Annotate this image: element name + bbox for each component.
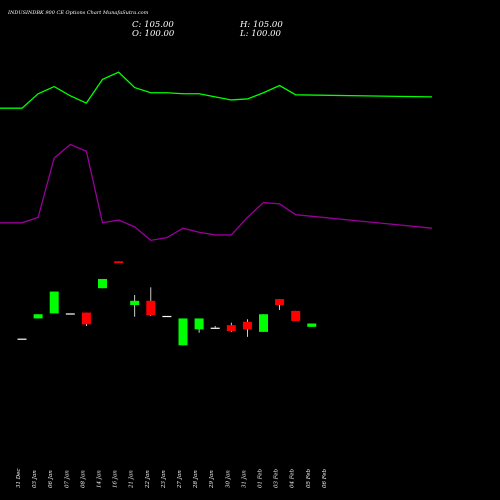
candle-body <box>259 314 268 332</box>
x-tick-label: 23 Jan <box>161 470 167 489</box>
candle-body <box>49 291 59 314</box>
candle <box>242 319 252 337</box>
candle-body <box>275 299 285 305</box>
candle-body <box>146 300 156 316</box>
x-tick-label: 03 Jan <box>32 470 38 488</box>
x-tick-label: 28 Jan <box>193 470 199 489</box>
x-tick-label: 27 Jan <box>177 470 183 489</box>
high-readout: H: 105.00 <box>240 20 283 30</box>
candle-body <box>130 300 140 305</box>
candle-body <box>162 315 172 318</box>
x-tick-label: 21 Jan <box>129 470 135 489</box>
candle <box>114 261 124 263</box>
x-tick-label: 01 Feb <box>258 468 264 488</box>
candle-body <box>226 325 236 332</box>
x-tick-label: 16 Jan <box>113 470 119 488</box>
candle-body <box>242 321 252 330</box>
candle <box>49 291 59 314</box>
candle <box>291 310 301 321</box>
x-tick-label: 04 Feb <box>290 468 296 488</box>
x-tick-label: 06 Feb <box>322 468 328 488</box>
candle <box>226 322 236 332</box>
magenta-indicator-line <box>0 143 433 242</box>
chart-title: INDUSINDBK 900 CE Options Chart MunafaSu… <box>8 10 149 16</box>
x-axis-labels: 31 Dec 03 Jan 06 Jan 07 Jan 08 Jan 14 Jan 16 J… <box>16 468 328 489</box>
candle <box>98 278 107 289</box>
candle <box>307 323 317 327</box>
x-tick-label: 31 Jan <box>241 470 247 488</box>
x-tick-label: 08 Jan <box>80 470 86 488</box>
open-value: 100.00 <box>144 29 175 39</box>
x-tick-label: 06 Jan <box>48 470 54 488</box>
candle <box>17 338 27 340</box>
candle <box>162 315 172 318</box>
candle <box>81 312 91 326</box>
candle-body <box>81 312 91 325</box>
close-label: C: <box>132 20 142 30</box>
open-readout: O: 100.00 <box>132 29 174 39</box>
candle <box>259 314 268 332</box>
x-tick-label: 07 Jan <box>64 470 70 488</box>
low-value: 100.00 <box>251 29 281 39</box>
x-tick-label: 03 Feb <box>274 468 280 488</box>
candle <box>194 318 204 333</box>
low-readout: L: 100.00 <box>240 29 281 39</box>
x-tick-label: 29 Jan <box>209 470 215 489</box>
candle-body <box>98 278 107 289</box>
candle-body <box>291 310 301 321</box>
candle <box>210 326 220 329</box>
close-readout: C: 105.00 <box>132 20 174 30</box>
candle <box>275 299 285 311</box>
x-tick-label: 05 Feb <box>306 468 312 488</box>
candle-body <box>65 313 75 315</box>
candle-body <box>33 314 43 319</box>
high-value: 105.00 <box>252 20 283 30</box>
low-label: L: <box>240 29 249 39</box>
x-tick-label: 22 Jan <box>145 470 151 489</box>
candle <box>33 314 43 319</box>
green-indicator-line <box>0 71 433 109</box>
candlesticks <box>17 261 317 346</box>
x-tick-label: 30 Jan <box>225 470 231 488</box>
candle-body <box>307 323 317 327</box>
candle <box>130 294 140 317</box>
candle-body <box>17 338 27 340</box>
open-label: O: <box>132 29 142 39</box>
candle-body <box>178 318 188 346</box>
candle <box>178 318 188 346</box>
indicator-lines <box>0 71 433 242</box>
candle <box>65 313 75 315</box>
high-label: H: <box>240 20 251 30</box>
candle-body <box>194 318 204 330</box>
candle <box>146 287 156 316</box>
x-tick-label: 14 Jan <box>97 470 103 488</box>
candle-body <box>210 327 220 329</box>
x-tick-label: 31 Dec <box>16 469 22 489</box>
close-value: 105.00 <box>144 20 174 30</box>
candle-body <box>114 261 124 263</box>
